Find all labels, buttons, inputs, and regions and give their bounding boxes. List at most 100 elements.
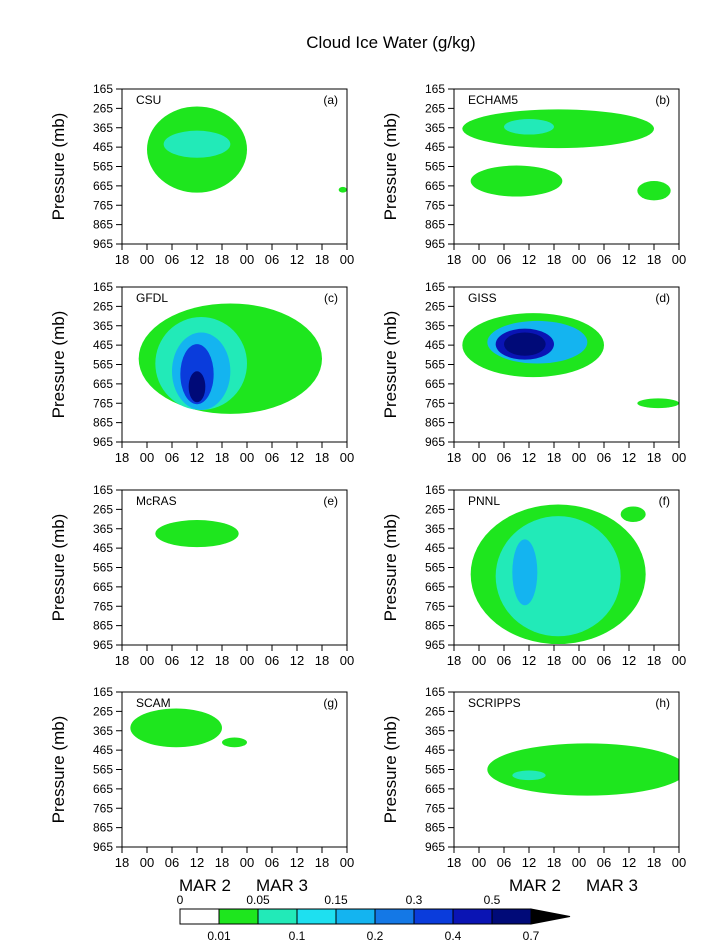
x-tick-label: 00 xyxy=(472,252,486,267)
panel-background xyxy=(122,490,347,645)
colorbar-upper-label: 0.15 xyxy=(324,893,348,907)
panel-label: (f) xyxy=(659,494,670,508)
x-tick-label: 00 xyxy=(140,855,154,870)
y-tick-label: 565 xyxy=(93,561,113,575)
y-tick-label: 565 xyxy=(425,561,445,575)
y-tick-label: 765 xyxy=(93,801,113,815)
model-name: GISS xyxy=(468,291,497,305)
x-tick-label: 00 xyxy=(472,450,486,465)
contour-region-level-1 xyxy=(338,186,347,193)
y-tick-label: 865 xyxy=(425,218,445,232)
x-tick-label: 12 xyxy=(622,653,636,668)
x-tick-label: 18 xyxy=(115,252,129,267)
y-tick-label: 665 xyxy=(425,782,445,796)
y-axis-title: Pressure (mb) xyxy=(381,716,400,824)
x-tick-label: 12 xyxy=(522,450,536,465)
x-tick-label: 18 xyxy=(647,653,661,668)
y-tick-label: 665 xyxy=(93,377,113,391)
y-tick-label: 265 xyxy=(93,502,113,516)
y-tick-label: 765 xyxy=(425,801,445,815)
x-tick-label: 06 xyxy=(265,855,279,870)
y-tick-label: 565 xyxy=(93,763,113,777)
y-axis-title: Pressure (mb) xyxy=(49,311,68,419)
colorbar-lower-label: 0.2 xyxy=(367,929,384,943)
x-tick-label: 06 xyxy=(597,252,611,267)
colorbar: 0 0.05 0.15 0.3 0.5 0.01 0.1 0.2 0.4 0.7 xyxy=(177,893,571,943)
x-tick-label: 06 xyxy=(497,450,511,465)
y-tick-label: 865 xyxy=(425,619,445,633)
colorbar-lower-label: 0.1 xyxy=(289,929,306,943)
y-tick-label: 765 xyxy=(425,599,445,613)
x-tick-label: 18 xyxy=(547,450,561,465)
x-tick-label: 06 xyxy=(497,653,511,668)
x-tick-label: 12 xyxy=(290,450,304,465)
contour-fills xyxy=(470,504,646,645)
x-tick-label: 06 xyxy=(597,855,611,870)
colorbar-segment xyxy=(296,908,337,925)
y-tick-label: 465 xyxy=(93,140,113,154)
x-tick-label: 12 xyxy=(622,450,636,465)
colorbar-segment xyxy=(374,908,415,925)
x-tick-label: 00 xyxy=(672,653,686,668)
y-tick-label: 565 xyxy=(425,160,445,174)
x-tick-label: 00 xyxy=(672,855,686,870)
y-tick-label: 665 xyxy=(425,377,445,391)
y-axis-title: Pressure (mb) xyxy=(381,113,400,221)
x-tick-label: 12 xyxy=(190,653,204,668)
x-tick-label: 06 xyxy=(497,252,511,267)
colorbar-segment xyxy=(491,908,532,925)
panel-label: (h) xyxy=(655,696,670,710)
x-tick-label: 06 xyxy=(497,855,511,870)
contour-fills xyxy=(462,109,671,201)
y-tick-label: 865 xyxy=(425,416,445,430)
y-tick-label: 965 xyxy=(425,237,445,251)
x-tick-label: 12 xyxy=(290,653,304,668)
contour-region-level-1 xyxy=(155,520,239,548)
y-axis-title: Pressure (mb) xyxy=(49,113,68,221)
y-tick-label: 765 xyxy=(93,198,113,212)
date-label-mar3-right: MAR 3 xyxy=(586,876,638,895)
contour-fills xyxy=(130,708,247,748)
x-tick-label: 18 xyxy=(315,653,329,668)
y-tick-label: 865 xyxy=(93,218,113,232)
y-tick-label: 565 xyxy=(425,358,445,372)
y-tick-label: 265 xyxy=(425,704,445,718)
x-tick-label: 06 xyxy=(165,653,179,668)
x-tick-label: 18 xyxy=(115,653,129,668)
y-tick-label: 965 xyxy=(93,638,113,652)
y-tick-label: 765 xyxy=(425,198,445,212)
y-tick-label: 465 xyxy=(425,541,445,555)
x-tick-label: 06 xyxy=(597,653,611,668)
panel-label: (d) xyxy=(655,291,670,305)
y-tick-label: 465 xyxy=(93,541,113,555)
y-tick-label: 165 xyxy=(425,82,445,96)
x-tick-label: 00 xyxy=(472,653,486,668)
y-tick-label: 265 xyxy=(425,101,445,115)
y-tick-label: 665 xyxy=(425,580,445,594)
x-tick-label: 18 xyxy=(115,855,129,870)
y-tick-label: 365 xyxy=(93,319,113,333)
x-tick-label: 12 xyxy=(522,252,536,267)
panel-label: (b) xyxy=(655,93,670,107)
x-tick-label: 00 xyxy=(340,252,354,267)
model-name: GFDL xyxy=(136,291,168,305)
x-tick-label: 06 xyxy=(597,450,611,465)
contour-region-level-1 xyxy=(130,708,222,748)
x-tick-label: 00 xyxy=(572,252,586,267)
x-tick-label: 18 xyxy=(447,252,461,267)
y-tick-label: 365 xyxy=(425,319,445,333)
x-tick-label: 18 xyxy=(215,450,229,465)
y-tick-label: 965 xyxy=(93,237,113,251)
y-tick-label: 165 xyxy=(93,280,113,294)
panel-label: (c) xyxy=(324,291,338,305)
x-tick-label: 18 xyxy=(215,252,229,267)
y-tick-label: 165 xyxy=(93,82,113,96)
x-tick-label: 00 xyxy=(240,653,254,668)
colorbar-upper-label: 0.05 xyxy=(246,893,270,907)
